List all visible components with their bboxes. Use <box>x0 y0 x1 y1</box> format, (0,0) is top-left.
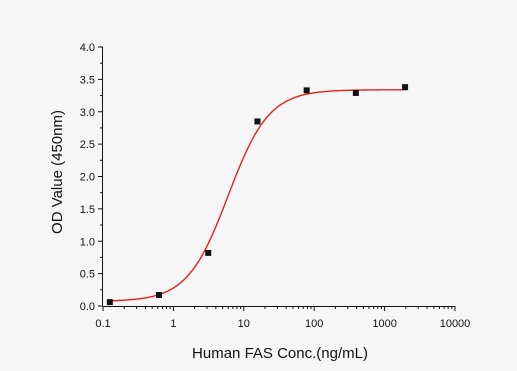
y-tick-label: 3.0 <box>80 107 95 119</box>
x-tick-label: 1000 <box>372 318 396 330</box>
y-tick-label: 0.5 <box>80 269 95 281</box>
y-axis-title: OD Value (450nm) <box>49 110 66 234</box>
y-tick-label: 0.0 <box>80 301 95 313</box>
tick-labels: 0.0 0.5 1.0 1.5 2.0 2.5 3.0 3.5 4.0 0.1 1 10 100 1000… <box>80 42 471 330</box>
x-tick-label: 10 <box>238 318 250 330</box>
data-point <box>254 118 261 125</box>
x-tick-label: 10000 <box>440 318 471 330</box>
ticks <box>98 46 456 311</box>
x-tick-label: 100 <box>305 318 323 330</box>
x-tick-label: 1 <box>170 318 176 330</box>
y-tick-label: 3.5 <box>80 74 95 86</box>
x-tick-label: 0.1 <box>95 318 110 330</box>
y-tick-label: 2.5 <box>80 139 95 151</box>
data-point <box>156 291 163 298</box>
y-tick-label: 1.5 <box>80 204 95 216</box>
y-tick-label: 2.0 <box>80 172 95 184</box>
y-tick-label: 4.0 <box>80 42 95 54</box>
data-point <box>303 87 310 94</box>
data-point <box>106 299 113 306</box>
x-axis-title: Human FAS Conc.(ng/mL) <box>192 345 368 362</box>
points-layer <box>106 84 409 306</box>
data-point <box>402 84 409 91</box>
data-point <box>205 249 212 256</box>
y-tick-label: 1.0 <box>80 236 95 248</box>
data-point <box>352 89 359 96</box>
